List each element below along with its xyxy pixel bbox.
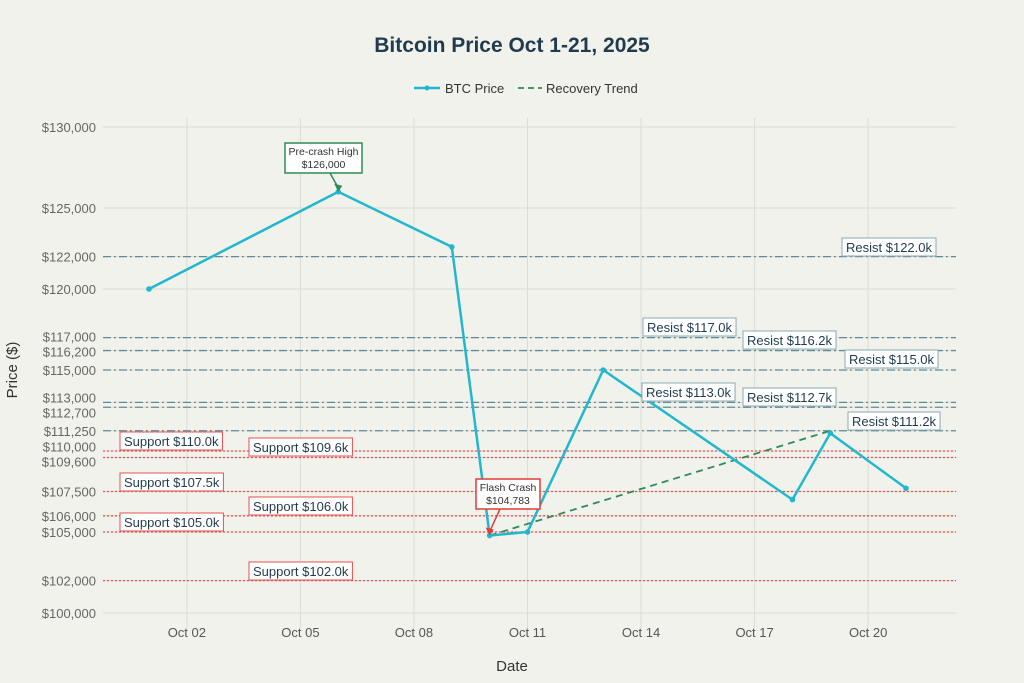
- y-tick-label: $117,000: [43, 330, 96, 345]
- y-axis-label: Price ($): [4, 342, 21, 399]
- btc-price-point: [524, 529, 531, 535]
- btc-price-point: [600, 367, 606, 373]
- support-label-box: [248, 561, 353, 581]
- support-label-box: [119, 472, 224, 492]
- y-tick-label: $111,250: [44, 424, 96, 439]
- x-tick-label: Oct 02: [168, 625, 206, 640]
- annotation-text: Flash Crash: [480, 482, 537, 494]
- support-label-text: Support $106.0k: [253, 499, 349, 514]
- support-label-text: Support $105.0k: [124, 515, 220, 530]
- y-tick-label: $130,000: [42, 120, 96, 135]
- support-label-text: Support $110.0k: [124, 434, 219, 449]
- resistance-label-text: Resist $117.0k: [647, 320, 733, 335]
- resistance-label: Resist $116.2k: [742, 330, 837, 350]
- y-tick-label: $102,000: [42, 574, 96, 589]
- resistance-label: Resist $115.0k: [844, 349, 939, 369]
- annotation-box: [475, 478, 541, 510]
- resistance-label: Resist $111.2k: [847, 411, 941, 431]
- legend-trend-label: Recovery Trend: [546, 81, 638, 96]
- support-label: Support $106.0k: [248, 496, 353, 516]
- support-label: Support $107.5k: [119, 472, 224, 492]
- y-tick-label: $122,000: [42, 250, 96, 265]
- btc-price-point: [827, 430, 834, 436]
- x-tick-label: Oct 17: [735, 625, 773, 640]
- chart-title: Bitcoin Price Oct 1-21, 2025: [374, 34, 650, 57]
- x-tick-label: Oct 11: [509, 625, 546, 640]
- y-tick-label: $120,000: [42, 282, 96, 297]
- annotation-arrowhead: [485, 527, 494, 536]
- y-tick-label: $116,200: [43, 345, 96, 360]
- resistance-label-box: [642, 317, 737, 337]
- support-label: Support $102.0k: [248, 561, 353, 581]
- x-tick-label: Oct 20: [849, 625, 887, 640]
- resistance-label-box: [641, 382, 736, 402]
- annotation-arrow: [488, 508, 501, 532]
- annotation-text: $126,000: [302, 159, 346, 171]
- btc-price-point: [449, 244, 455, 250]
- annotation-text: Pre-crash High: [288, 146, 358, 158]
- resistance-label-text: Resist $113.0k: [646, 385, 732, 400]
- resistance-label-box: [742, 387, 837, 407]
- y-tick-label: $110,000: [43, 440, 96, 455]
- y-tick-label: $112,700: [43, 405, 96, 420]
- resistance-label-text: Resist $116.2k: [747, 333, 833, 348]
- annotation-text: $104,783: [486, 495, 530, 507]
- resistance-label-text: Resist $112.7k: [747, 390, 833, 405]
- annotation: Pre-crash High$126,000: [284, 142, 363, 174]
- y-tick-label: $113,000: [43, 390, 96, 405]
- resistance-label: Resist $122.0k: [841, 237, 937, 257]
- y-tick-label: $106,000: [42, 509, 96, 524]
- support-label-text: Support $107.5k: [124, 475, 220, 490]
- btc-price-point: [146, 286, 152, 292]
- y-tick-label: $100,000: [42, 606, 96, 621]
- x-tick-label: Oct 05: [281, 625, 319, 640]
- x-tick-label: Oct 14: [622, 625, 660, 640]
- support-label: Support $109.6k: [248, 437, 353, 457]
- btc-price-point: [903, 485, 909, 492]
- support-label-box: [119, 512, 224, 532]
- support-label: Support $110.0k: [119, 431, 223, 451]
- legend-btc-marker: [424, 85, 430, 91]
- x-axis-label: Date: [496, 658, 528, 675]
- y-tick-label: $107,500: [42, 485, 96, 500]
- resistance-label: Resist $113.0k: [641, 382, 736, 402]
- x-tick-label: Oct 08: [395, 625, 433, 640]
- resistance-label-text: Resist $115.0k: [849, 352, 935, 367]
- resistance-label: Resist $112.7k: [742, 387, 837, 407]
- y-tick-label: $109,600: [42, 455, 96, 470]
- y-tick-label: $125,000: [42, 201, 96, 216]
- support-label-text: Support $102.0k: [253, 564, 349, 579]
- resistance-label-box: [844, 349, 939, 369]
- annotation-box: [284, 142, 363, 174]
- annotation: Flash Crash$104,783: [475, 478, 541, 510]
- support-label: Support $105.0k: [119, 512, 224, 532]
- resistance-label-box: [742, 330, 837, 350]
- support-label-text: Support $109.6k: [253, 440, 349, 455]
- resistance-label: Resist $117.0k: [642, 317, 737, 337]
- resistance-label-text: Resist $111.2k: [852, 414, 937, 429]
- support-label-box: [248, 437, 353, 457]
- y-tick-label: $105,000: [42, 525, 96, 540]
- annotation-arrowhead: [334, 183, 343, 192]
- resistance-label-box: [847, 411, 941, 431]
- y-tick-label: $115,000: [43, 363, 96, 378]
- support-label-box: [248, 496, 353, 516]
- btc-price-point: [486, 532, 493, 539]
- support-label-box: [119, 431, 223, 451]
- resistance-label-box: [841, 237, 937, 257]
- resistance-label-text: Resist $122.0k: [846, 240, 932, 255]
- legend-btc-label: BTC Price: [445, 81, 504, 96]
- btc-price-point: [789, 496, 796, 503]
